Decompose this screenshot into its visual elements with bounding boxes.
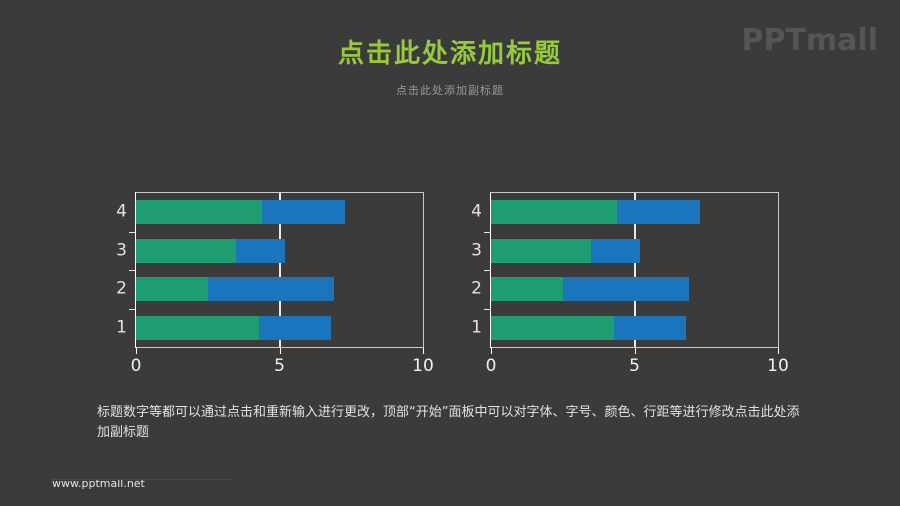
title-block: 点击此处添加标题 点击此处添加副标题 [0,39,900,98]
x-axis-tick-5 [634,347,636,354]
bar-segment-series-1-4 [491,200,618,225]
plot-area-right: 1 2 3 4 0 5 10 [471,192,789,375]
y-axis-tick-1 [129,270,136,271]
bar-3[interactable] [136,238,423,263]
y-axis-tick-0 [484,308,491,310]
bar-2[interactable] [136,277,423,302]
bar-segment-series-2-2 [562,277,690,302]
bar-segment-series-2-3 [236,238,286,263]
y-axis-tick-1 [484,270,491,271]
y-axis-label-1: 1 [471,317,482,338]
y-axis-label-2: 2 [471,278,482,299]
bar-3[interactable] [491,238,778,263]
bar-segment-series-1-4 [136,200,263,225]
plot-area-left: 1 2 3 4 0 5 10 [116,192,434,375]
x-axis-label-10: 10 [412,356,434,376]
bar-segment-series-2-1 [259,315,332,340]
bar-segment-series-2-2 [207,277,335,302]
x-axis-tick-10 [423,347,424,354]
gridline-x5-right [633,193,636,347]
page-title[interactable]: 点击此处添加标题 [337,39,562,69]
y-axis-label-3: 3 [471,240,482,261]
y-axis-tick-2 [129,231,136,233]
bar-segment-series-1-2 [491,277,563,302]
bar-segment-series-1-3 [136,238,237,263]
pptmall-logo: PPTmall [741,23,878,58]
bar-segment-series-2-3 [591,238,641,263]
y-axis-tick-2 [484,231,491,233]
y-axis-label-3: 3 [116,240,127,261]
bar-4[interactable] [491,200,778,225]
y-axis-label-4: 4 [471,201,482,222]
y-axis-label-2: 2 [116,278,127,299]
x-axis-tick-0 [491,347,492,354]
bar-segment-series-2-1 [614,315,687,340]
x-axis-label-5: 5 [274,356,285,376]
bar-1[interactable] [136,315,423,340]
x-axis-tick-0 [136,347,137,354]
y-axis-label-1: 1 [116,317,127,338]
gridline-x5-left [278,193,281,347]
x-axis-tick-10 [778,347,779,354]
x-axis-label-10: 10 [767,356,789,376]
bar-segment-series-1-3 [491,238,592,263]
charts-container: 1 2 3 4 0 5 10 1 2 3 4 0 5 10 [0,186,900,386]
bar-1[interactable] [491,315,778,340]
y-axis-tick-0 [129,308,136,310]
footer-divider [52,479,230,480]
page-subtitle[interactable]: 点击此处添加副标题 [396,83,504,97]
bar-2[interactable] [491,277,778,302]
chart-right[interactable]: 1 2 3 4 0 5 10 [450,186,790,386]
x-axis-tick-5 [279,347,281,354]
bar-segment-series-1-1 [136,315,260,340]
caption-text[interactable]: 标题数字等都可以通过点击和重新输入进行更改，顶部“开始”面板中可以对字体、字号、… [97,405,800,441]
x-axis-label-5: 5 [629,356,640,376]
bar-4[interactable] [136,200,423,225]
bar-segment-series-2-4 [262,200,346,225]
chart-left[interactable]: 1 2 3 4 0 5 10 [95,186,435,386]
x-axis-label-0: 0 [130,356,142,376]
bar-segment-series-2-4 [617,200,701,225]
x-axis-label-0: 0 [485,356,497,376]
y-axis-label-4: 4 [116,201,127,222]
footer-url: www.pptmall.net [52,477,230,490]
bar-segment-series-1-1 [491,315,615,340]
bar-segment-series-1-2 [136,277,208,302]
